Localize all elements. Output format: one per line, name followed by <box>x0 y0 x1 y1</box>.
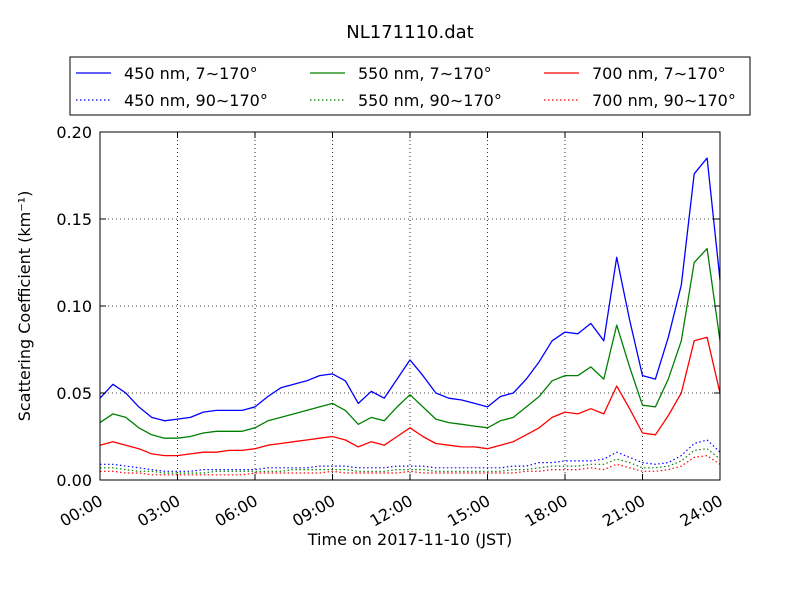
x-tick-label: 12:00 <box>367 491 416 531</box>
y-tick-label: 0.10 <box>56 297 92 316</box>
y-axis-label: Scattering Coefficient (km⁻¹) <box>15 191 34 422</box>
series-line-5 <box>100 455 721 476</box>
x-tick-label: 06:00 <box>212 491 261 531</box>
series-layer <box>99 157 721 476</box>
series-line-4 <box>99 336 721 457</box>
grid <box>100 132 720 480</box>
series-line-1 <box>100 439 721 472</box>
x-tick-label: 09:00 <box>289 491 338 531</box>
ticks: 0.00 0.05 0.10 0.15 0.20 00:00 03:00 06:00 09:00… <box>56 123 726 531</box>
x-tick-label: 18:00 <box>522 491 571 531</box>
y-tick-label: 0.00 <box>56 471 92 490</box>
x-tick-label: 03:00 <box>134 491 183 531</box>
legend-label-3: 550 nm, 90∼170° <box>358 91 502 110</box>
y-tick-label: 0.20 <box>56 123 92 142</box>
legend-label-5: 700 nm, 90∼170° <box>592 91 736 110</box>
chart-title: NL171110.dat <box>346 22 473 43</box>
y-tick-label: 0.15 <box>56 210 92 229</box>
x-tick-label: 24:00 <box>677 491 726 531</box>
legend-label-1: 450 nm, 90∼170° <box>124 91 268 110</box>
legend-frame <box>69 56 751 116</box>
x-tick-label: 00:00 <box>57 491 106 531</box>
x-tick-label: 15:00 <box>444 491 493 531</box>
legend-label-0: 450 nm, 7∼170° <box>124 64 258 83</box>
legend-label-2: 550 nm, 7∼170° <box>358 64 492 83</box>
legend: 450 nm, 7∼170° 450 nm, 90∼170° 550 nm, 7∼1… <box>69 56 751 116</box>
x-axis-label: Time on 2017-11-10 (JST) <box>307 530 512 549</box>
x-tick-label: 21:00 <box>599 491 648 531</box>
series-line-2 <box>99 247 721 439</box>
y-tick-label: 0.05 <box>56 384 92 403</box>
series-line-0 <box>99 157 721 422</box>
legend-label-4: 700 nm, 7∼170° <box>592 64 726 83</box>
